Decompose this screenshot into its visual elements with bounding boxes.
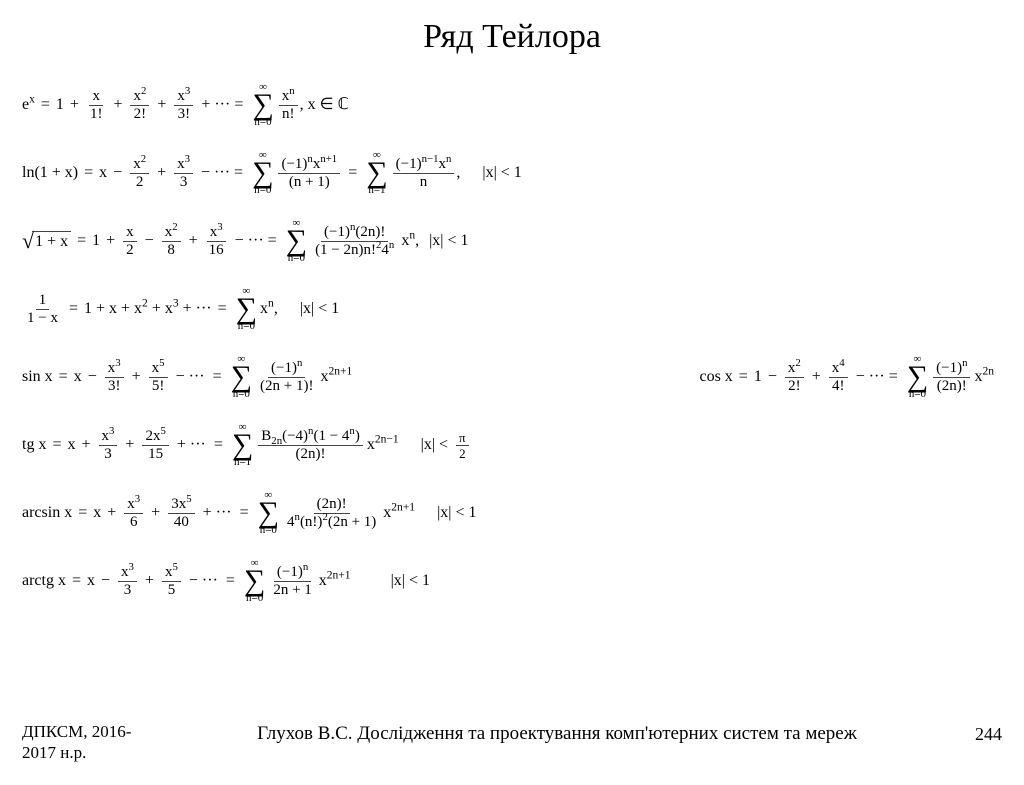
formula-exp: ex=1+ x1!+ x22!+ x33!+ ··· = ∞∑n=0 xnn! … <box>22 82 1004 128</box>
formula-sqrt: √1 + x =1+ x2− x28+ x316− ··· = ∞∑n=0 (−… <box>22 218 1004 264</box>
slide-footer: ДПКСМ, 2016- 2017 н.р. Глухов В.С. Дослі… <box>0 722 1024 763</box>
formula-geo: 11 − x =1 + x + x2 + x3 + ···= ∞∑n=0 xn,… <box>22 286 1004 332</box>
formula-arctg: arctg x= x− x33+ x55− ··· = ∞∑n=0 (−1)n2… <box>22 558 1004 604</box>
page-title: Ряд Тейлора <box>0 18 1024 56</box>
formula-block: ex=1+ x1!+ x22!+ x33!+ ··· = ∞∑n=0 xnn! … <box>0 82 1024 604</box>
formula-ln: ln(1 + x)= x− x22+ x33− ··· = ∞∑n=0 (−1)… <box>22 150 1004 196</box>
footer-center: Глухов В.С. Дослідження та проектування … <box>172 722 942 747</box>
domain-c: , x ∈ ℂ <box>300 95 349 115</box>
formula-tg: tg x= x+ x33+ 2x515+ ··· = ∞∑n=1 B2n(−4)… <box>22 422 1004 468</box>
page-number: 244 <box>942 724 1002 745</box>
footer-left: ДПКСМ, 2016- 2017 н.р. <box>22 722 172 763</box>
formula-arcsin: arcsin x= x+ x36+ 3x540+ ··· = ∞∑n=0 (2n… <box>22 490 1004 536</box>
formula-sin-cos: sin x= x− x33!+ x55!− ··· = ∞∑n=0 (−1)n(… <box>22 354 1004 400</box>
